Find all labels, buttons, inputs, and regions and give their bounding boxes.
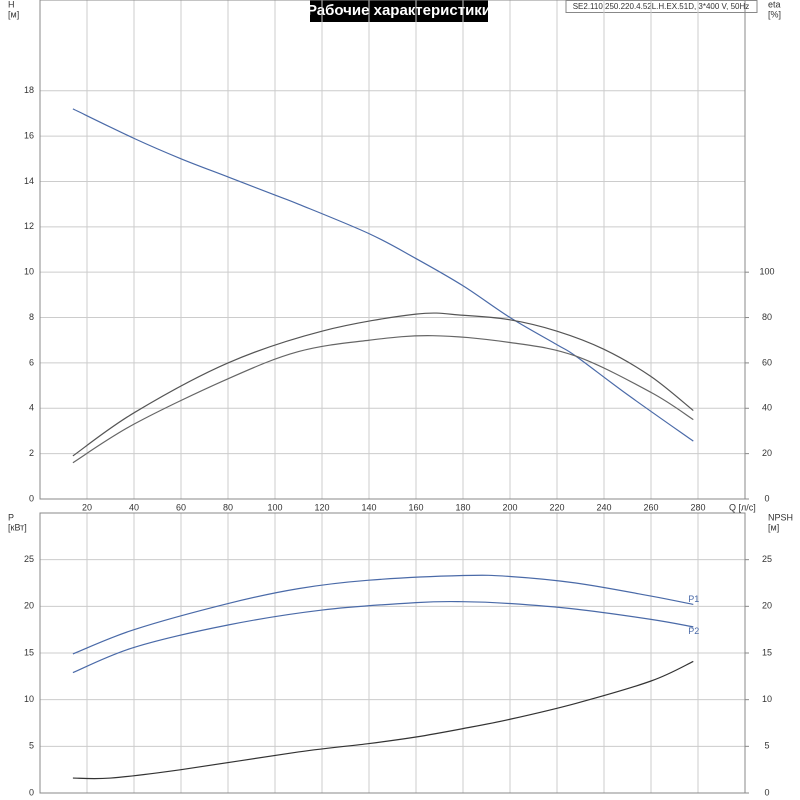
series-label: P1 bbox=[688, 594, 699, 604]
y2-axis-label: NPSH bbox=[768, 512, 793, 522]
x-tick-label: 100 bbox=[267, 502, 282, 512]
y-tick-label: 4 bbox=[29, 403, 34, 413]
y-tick-label: 25 bbox=[24, 554, 34, 564]
y-tick-label: 20 bbox=[24, 601, 34, 611]
y2-tick-label: 0 bbox=[764, 787, 769, 797]
x-tick-label: 80 bbox=[223, 502, 233, 512]
y-tick-label: 10 bbox=[24, 267, 34, 277]
y-tick-label: 8 bbox=[29, 312, 34, 322]
y2-tick-label: 100 bbox=[759, 267, 774, 277]
series-line bbox=[72, 574, 694, 655]
x-tick-label: 120 bbox=[314, 502, 329, 512]
y-tick-label: 12 bbox=[24, 221, 34, 231]
y-axis-label: P bbox=[8, 512, 14, 522]
y-tick-label: 2 bbox=[29, 448, 34, 458]
y2-axis-unit: [м] bbox=[768, 522, 779, 532]
x-tick-label: 40 bbox=[129, 502, 139, 512]
x-tick-label: 200 bbox=[502, 502, 517, 512]
x-tick-label: 220 bbox=[549, 502, 564, 512]
y2-tick-label: 15 bbox=[762, 647, 772, 657]
x-tick-label: 240 bbox=[596, 502, 611, 512]
y-tick-label: 18 bbox=[24, 85, 34, 95]
series-line bbox=[72, 312, 694, 457]
chart-title: Рабочие характеристики bbox=[307, 2, 491, 19]
y2-tick-label: 20 bbox=[762, 448, 772, 458]
plot-frame bbox=[39, 0, 746, 500]
x-tick-label: 160 bbox=[408, 502, 423, 512]
y-tick-label: 15 bbox=[24, 647, 34, 657]
y2-tick-label: 0 bbox=[764, 493, 769, 503]
y-axis-unit: [кВт] bbox=[8, 522, 27, 532]
series-line bbox=[72, 335, 694, 464]
series-line bbox=[72, 600, 694, 674]
y2-tick-label: 60 bbox=[762, 357, 772, 367]
y-tick-label: 16 bbox=[24, 130, 34, 140]
y2-tick-label: 5 bbox=[764, 741, 769, 751]
y-tick-label: 6 bbox=[29, 357, 34, 367]
series-label: P2 bbox=[688, 626, 699, 636]
y-tick-label: 5 bbox=[29, 741, 34, 751]
series-line bbox=[72, 660, 694, 780]
chart-subtitle: SE2.110.250.220.4.52L.H.EX.51D, 3*400 V,… bbox=[573, 2, 750, 11]
y2-tick-label: 40 bbox=[762, 403, 772, 413]
title-box bbox=[310, 0, 488, 22]
y-axis-unit: [м] bbox=[8, 9, 19, 19]
x-tick-label: 140 bbox=[361, 502, 376, 512]
y2-tick-label: 10 bbox=[762, 694, 772, 704]
x-tick-label: 280 bbox=[690, 502, 705, 512]
y-tick-label: 0 bbox=[29, 787, 34, 797]
y2-axis-unit: [%] bbox=[768, 9, 781, 19]
y2-tick-label: 20 bbox=[762, 601, 772, 611]
y2-axis-label: eta bbox=[768, 0, 781, 9]
y-tick-label: 14 bbox=[24, 176, 34, 186]
x-axis-label: Q [л/с] bbox=[729, 502, 756, 512]
y-tick-label: 0 bbox=[29, 493, 34, 503]
x-tick-label: 260 bbox=[643, 502, 658, 512]
series-line bbox=[72, 108, 694, 442]
plot-frame bbox=[39, 512, 746, 794]
y2-tick-label: 80 bbox=[762, 312, 772, 322]
x-tick-label: 60 bbox=[176, 502, 186, 512]
x-tick-label: 180 bbox=[455, 502, 470, 512]
y2-tick-label: 25 bbox=[762, 554, 772, 564]
y-axis-label: H bbox=[8, 0, 15, 9]
y-tick-label: 10 bbox=[24, 694, 34, 704]
x-tick-label: 20 bbox=[82, 502, 92, 512]
